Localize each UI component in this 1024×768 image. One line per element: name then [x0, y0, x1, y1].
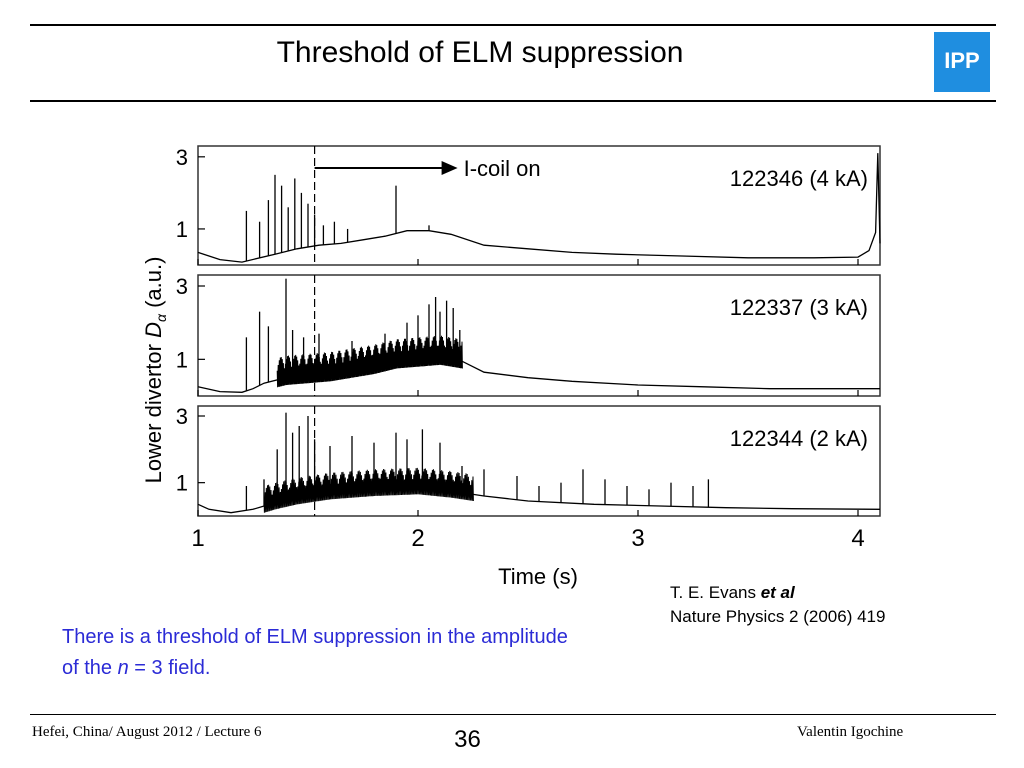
- page-number: 36: [454, 726, 481, 753]
- citation: T. E. Evans et al Nature Physics 2 (2006…: [670, 581, 885, 629]
- panel-frame: [197, 274, 881, 397]
- citation-journal: Nature Physics 2 (2006) 419: [670, 607, 886, 626]
- y-tick-label: 3: [176, 404, 188, 429]
- signal-trace: [197, 487, 881, 514]
- x-tick-label: 1: [191, 525, 204, 552]
- x-tick-label: 2: [411, 525, 424, 552]
- logo-text: IPP: [944, 48, 979, 73]
- footer-left: Hefei, China/ August 2012 / Lecture 6: [32, 724, 262, 740]
- title-rule-bottom: [30, 100, 996, 102]
- x-tick-label: 3: [631, 525, 644, 552]
- x-axis-label: Time (s): [498, 564, 578, 589]
- y-tick-label: 1: [176, 217, 188, 242]
- elm-band: [276, 335, 463, 388]
- coil-on-label: I-coil on: [464, 156, 541, 181]
- panel-frame: [197, 405, 881, 517]
- panel-label: 122337 (3 kA): [730, 295, 868, 320]
- footer-rule: [30, 714, 996, 715]
- y-tick-label: 1: [176, 471, 188, 496]
- x-tick-label: 4: [851, 525, 864, 552]
- slide-title: Threshold of ELM suppression: [276, 36, 684, 69]
- signal-trace: [197, 356, 880, 393]
- threshold-note: There is a threshold of ELM suppression …: [62, 626, 568, 679]
- panel-frame: [197, 145, 881, 266]
- title-rule-top: [30, 24, 996, 26]
- ipp-logo: IPP: [934, 32, 990, 92]
- signal-trace: [197, 153, 881, 263]
- footer-right: Valentin Igochine: [797, 724, 904, 740]
- citation-authors: T. E. Evans et al: [670, 583, 795, 602]
- y-tick-label: 1: [176, 347, 188, 372]
- y-axis-label: Lower divertor Dα (a.u.): [141, 257, 169, 484]
- y-tick-label: 3: [176, 145, 188, 170]
- coil-on-arrowhead: [441, 161, 458, 175]
- panel-label: 122344 (2 kA): [730, 426, 868, 451]
- y-tick-label: 3: [176, 274, 188, 299]
- panel-label: 122346 (4 kA): [730, 166, 868, 191]
